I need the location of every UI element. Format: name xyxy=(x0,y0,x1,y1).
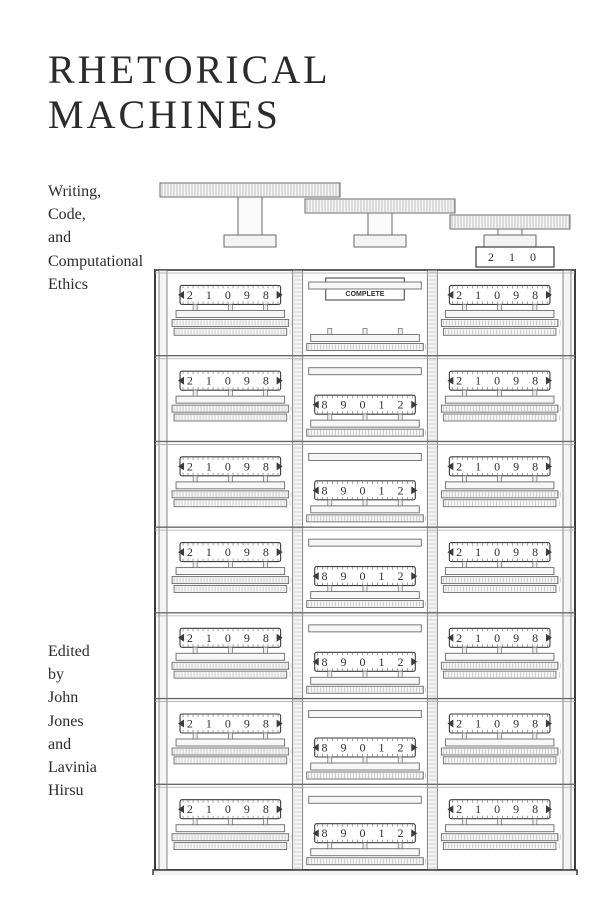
editor-line: and xyxy=(48,736,71,753)
book-cover: RHETORICAL MACHINES Writing, Code, and Comp… xyxy=(0,0,600,900)
svg-text:2 1 0 9 8: 2 1 0 9 8 xyxy=(187,545,274,559)
svg-text:8 9 0 1 2: 8 9 0 1 2 xyxy=(322,741,409,755)
book-subtitle: Writing, Code, and Computational Ethics xyxy=(48,180,143,296)
editor-line: Lavinia xyxy=(48,759,97,776)
svg-text:2 1 0 9 8: 2 1 0 9 8 xyxy=(456,374,543,388)
subtitle-line: Computational xyxy=(48,253,143,270)
svg-text:2 1 0 9 8: 2 1 0 9 8 xyxy=(456,631,543,645)
subtitle-line: Writing, xyxy=(48,183,101,200)
book-title: RHETORICAL MACHINES xyxy=(48,48,600,138)
svg-text:2 1 0 9 8: 2 1 0 9 8 xyxy=(187,374,274,388)
title-line-2: MACHINES xyxy=(48,92,281,137)
difference-engine-illustration: 2 1 0CALCULATIONCOMPLETE2 1 0 9 82 1 0 9… xyxy=(150,175,580,875)
svg-text:2 1 0 9 8: 2 1 0 9 8 xyxy=(187,717,274,731)
svg-text:2 1 0 9 8: 2 1 0 9 8 xyxy=(187,459,274,473)
book-editors: Edited by John Jones and Lavinia Hirsu xyxy=(48,640,97,802)
svg-text:2 1 0 9 8: 2 1 0 9 8 xyxy=(187,802,274,816)
subtitle-line: Ethics xyxy=(48,276,88,293)
svg-text:8 9 0 1 2: 8 9 0 1 2 xyxy=(322,826,409,840)
editor-line: Hirsu xyxy=(48,782,84,799)
svg-text:2 1 0: 2 1 0 xyxy=(488,250,542,264)
svg-text:8 9 0 1 2: 8 9 0 1 2 xyxy=(322,483,409,497)
editor-line: Jones xyxy=(48,713,84,730)
subtitle-line: and xyxy=(48,229,71,246)
svg-text:2 1 0 9 8: 2 1 0 9 8 xyxy=(456,545,543,559)
title-line-1: RHETORICAL xyxy=(48,47,331,92)
svg-text:COMPLETE: COMPLETE xyxy=(346,291,385,298)
svg-text:2 1 0 9 8: 2 1 0 9 8 xyxy=(456,288,543,302)
svg-text:2 1 0 9 8: 2 1 0 9 8 xyxy=(456,717,543,731)
editor-line: by xyxy=(48,666,64,683)
engine-svg: 2 1 0CALCULATIONCOMPLETE2 1 0 9 82 1 0 9… xyxy=(150,175,580,875)
svg-text:8 9 0 1 2: 8 9 0 1 2 xyxy=(322,569,409,583)
svg-text:2 1 0 9 8: 2 1 0 9 8 xyxy=(187,288,274,302)
svg-text:8 9 0 1 2: 8 9 0 1 2 xyxy=(322,655,409,669)
editor-line: Edited xyxy=(48,643,90,660)
svg-text:2 1 0 9 8: 2 1 0 9 8 xyxy=(456,459,543,473)
subtitle-line: Code, xyxy=(48,206,86,223)
editor-line: John xyxy=(48,689,78,706)
svg-text:2 1 0 9 8: 2 1 0 9 8 xyxy=(456,802,543,816)
svg-text:2 1 0 9 8: 2 1 0 9 8 xyxy=(187,631,274,645)
svg-text:8 9 0 1 2: 8 9 0 1 2 xyxy=(322,398,409,412)
